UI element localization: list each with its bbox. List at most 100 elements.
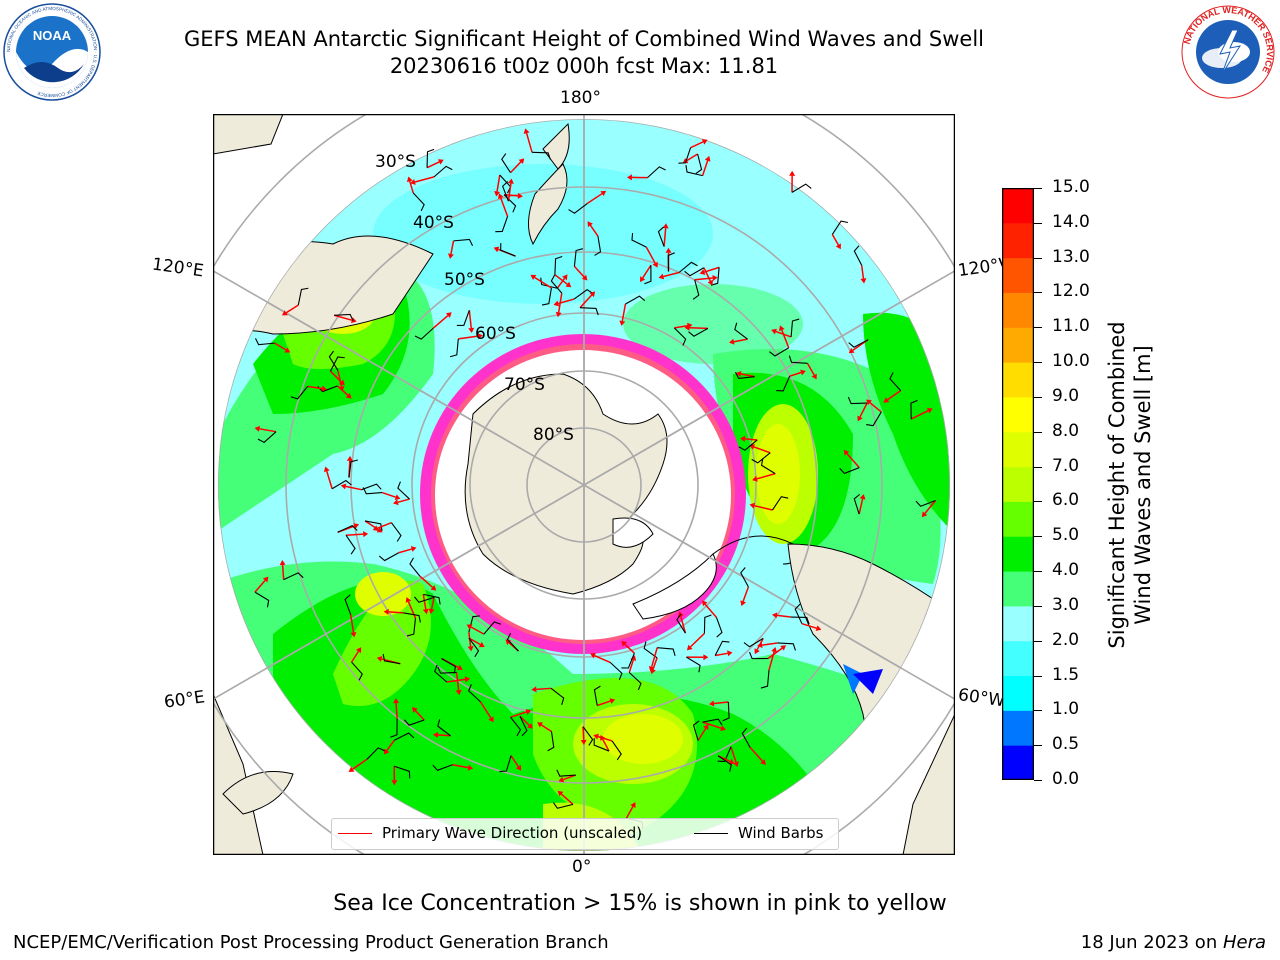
- wave-arrow-head: [565, 281, 572, 288]
- wave-arrow-head: [523, 128, 530, 135]
- colorbar-swatch: [1002, 431, 1034, 468]
- wave-arrow-head: [600, 190, 607, 197]
- wave-direction-arrow: [432, 314, 449, 329]
- wave-arrow-head: [609, 698, 616, 704]
- wave-direction-arrow: [470, 626, 485, 635]
- wave-direction-arrow: [525, 132, 533, 153]
- wave-direction-arrow: [740, 373, 755, 378]
- wave-direction-arrow: [690, 141, 704, 149]
- wind-barb: [644, 265, 652, 285]
- wave-arrow-head: [707, 279, 713, 286]
- wave-arrow-head: [587, 221, 593, 228]
- wave-arrow-head: [593, 733, 599, 740]
- lon-label-bottom: 0°: [572, 857, 592, 877]
- wave-arrow-head: [704, 155, 711, 162]
- colorbar-tick-mark: [1034, 571, 1042, 573]
- wave-direction-arrow: [507, 183, 512, 202]
- footer-host: Hera: [1222, 932, 1266, 953]
- wave-arrow-head: [926, 408, 933, 414]
- wave-arrow-head: [478, 641, 485, 648]
- wind-barb: [848, 339, 869, 348]
- colorbar-tick-mark: [1034, 327, 1042, 329]
- wave-arrow-head: [860, 278, 867, 284]
- colorbar-tick-mark: [1034, 605, 1042, 607]
- wave-arrow-head: [537, 722, 543, 728]
- wind-barb: [657, 647, 676, 656]
- wave-direction-arrow: [704, 266, 720, 273]
- wave-direction-arrow: [337, 370, 343, 387]
- wave-arrow-head: [376, 656, 383, 662]
- wind-barb: [714, 640, 730, 656]
- wave-direction-arrow: [582, 726, 585, 741]
- wind-barb: [722, 701, 730, 722]
- colorbar-swatch: [1002, 188, 1034, 224]
- sea-ice-caption: Sea Ice Concentration > 15% is shown in …: [333, 891, 947, 916]
- wave-arrow-head: [652, 261, 658, 268]
- wave-direction-arrow: [801, 622, 817, 629]
- wave-arrow-head: [811, 373, 817, 380]
- wind-barb: [839, 467, 860, 475]
- wind-barb: [257, 431, 277, 443]
- wind-barb: [433, 165, 453, 178]
- wave-direction-arrow: [450, 240, 455, 255]
- wind-barb: [437, 666, 457, 674]
- colorbar-swatch: [1002, 675, 1034, 711]
- wave-arrow-head: [665, 247, 672, 253]
- wave-arrow-head: [771, 328, 777, 335]
- wave-direction-arrow: [767, 647, 783, 660]
- wind-barb: [283, 572, 304, 581]
- wind-barb: [573, 248, 583, 267]
- wave-direction-arrow: [500, 197, 509, 217]
- wind-barb: [502, 181, 509, 202]
- wave-arrow-head: [727, 650, 733, 657]
- colorbar-tick-mark: [1034, 745, 1042, 747]
- wave-direction-arrow: [594, 654, 611, 664]
- wave-arrow-head: [494, 191, 501, 197]
- wave-arrow-head: [648, 666, 655, 672]
- wave-direction-arrow: [663, 228, 667, 247]
- wind-barb: [741, 727, 751, 748]
- wind-barb: [499, 755, 512, 773]
- wind-barb: [734, 322, 748, 340]
- wind-barb: [790, 318, 800, 338]
- wave-arrow-head: [393, 698, 400, 704]
- wave-arrow-head: [779, 325, 785, 332]
- wave-arrow-head: [412, 707, 418, 713]
- wave-arrow-head: [363, 531, 369, 538]
- wind-barb: [345, 534, 356, 555]
- wave-arrow-head: [525, 709, 532, 715]
- wave-arrow-head: [740, 435, 746, 442]
- wave-direction-arrow: [510, 711, 527, 718]
- wind-barb: [394, 732, 415, 741]
- wave-direction-arrow: [326, 471, 333, 489]
- wave-arrow-head: [456, 664, 463, 671]
- colorbar-tick-mark: [1034, 710, 1042, 712]
- wave-arrow-head: [662, 223, 669, 229]
- wave-direction-arrow: [859, 402, 868, 418]
- wind-barb: [673, 327, 687, 346]
- footer-branch: NCEP/EMC/Verification Post Processing Pr…: [13, 932, 609, 953]
- wave-direction-arrow: [386, 739, 395, 751]
- wave-direction-arrow: [730, 746, 737, 763]
- wave-arrow-head: [639, 276, 646, 283]
- wave-direction-arrow: [689, 632, 705, 648]
- wind-barb: [582, 726, 594, 746]
- wind-barb: [409, 557, 421, 577]
- wave-direction-arrow: [419, 575, 434, 588]
- wave-direction-arrow: [762, 642, 778, 646]
- wind-barb: [717, 755, 732, 772]
- wave-arrow-head: [630, 802, 636, 808]
- wave-direction-arrow: [742, 586, 750, 602]
- colorbar-tick-label: 6.0: [1052, 490, 1080, 511]
- wind-barb: [643, 641, 658, 659]
- wave-arrow-head: [553, 300, 560, 307]
- wind-barb: [412, 192, 425, 212]
- colorbar-tick-label: 12.0: [1052, 281, 1090, 302]
- wave-direction-arrow: [345, 485, 362, 491]
- wave-arrow-head: [394, 494, 401, 501]
- wind-barb: [541, 287, 552, 306]
- legend-primary-wave: Primary Wave Direction (unscaled): [338, 824, 642, 842]
- wind-barb: [351, 661, 363, 681]
- wind-barb: [915, 499, 936, 507]
- wind-barb: [290, 386, 309, 400]
